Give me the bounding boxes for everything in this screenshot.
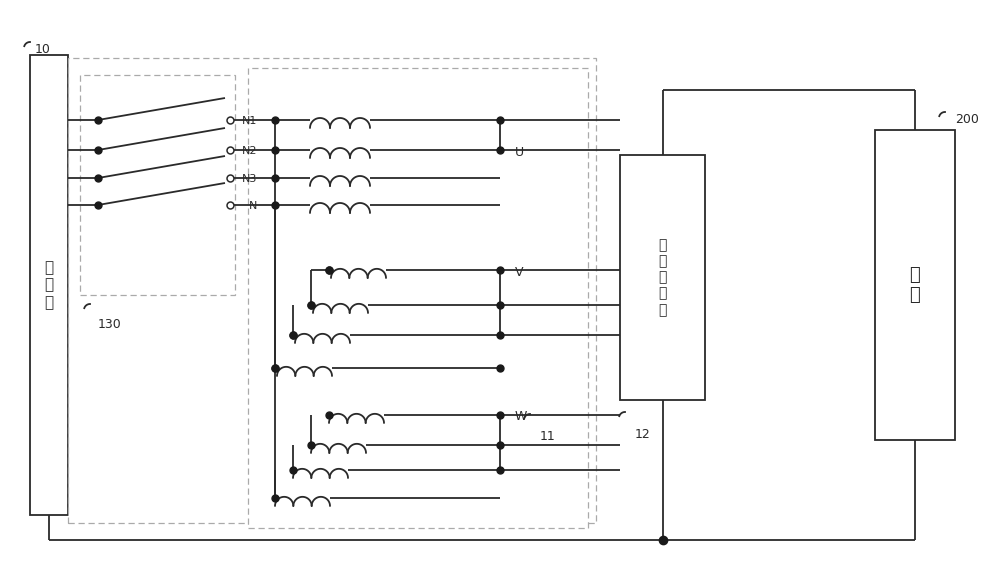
Text: 充
电
口: 充 电 口 (44, 260, 54, 310)
Text: 130: 130 (98, 318, 122, 331)
Text: 10: 10 (35, 43, 51, 56)
Text: N2: N2 (242, 146, 257, 156)
Text: N3: N3 (242, 174, 257, 184)
Text: U: U (515, 146, 524, 158)
Text: 12: 12 (635, 428, 651, 441)
Text: N1: N1 (242, 116, 257, 126)
Bar (80, 75, 235, 295)
Bar (875, 130, 955, 440)
Text: 11: 11 (540, 430, 556, 443)
Text: 200: 200 (955, 113, 979, 126)
Text: V: V (515, 266, 524, 279)
Bar (248, 68, 588, 528)
Bar (68, 58, 596, 523)
Text: 电
池: 电 池 (910, 266, 920, 304)
Text: N: N (249, 201, 257, 211)
Text: 桥
臂
变
换
器: 桥 臂 变 换 器 (658, 238, 667, 317)
Text: W: W (515, 411, 527, 423)
Bar (620, 155, 705, 400)
Bar (30, 55, 68, 515)
